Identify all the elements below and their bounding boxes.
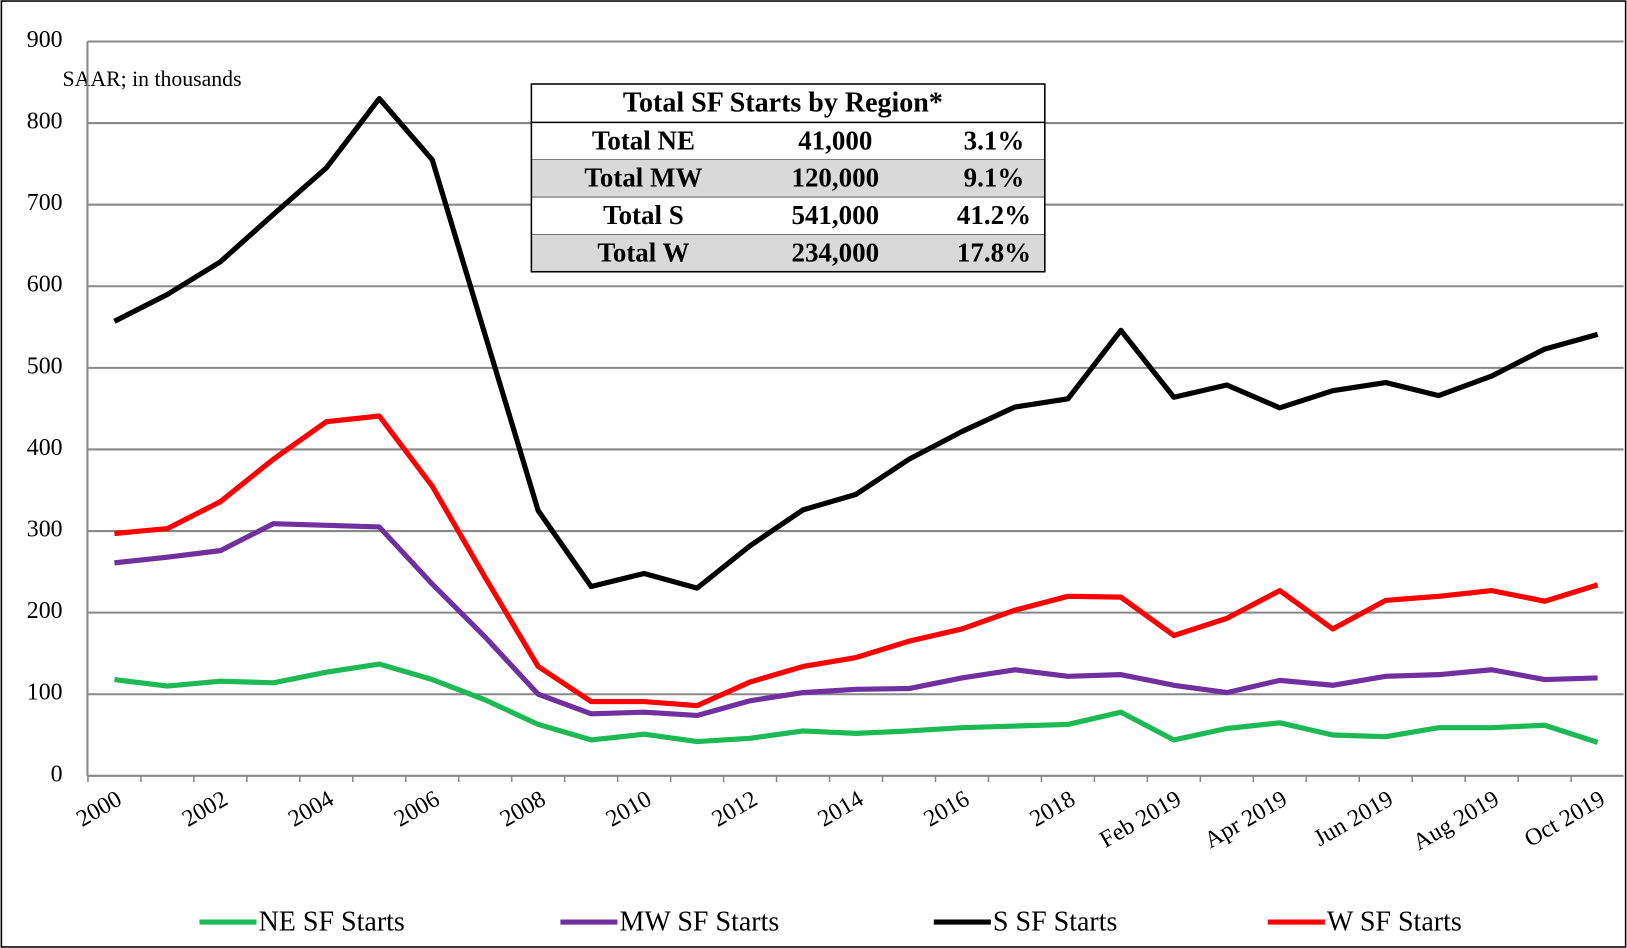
y-tick-label: 600 [27, 272, 63, 298]
table-cell: Total S [603, 200, 684, 230]
table-cell: 120,000 [791, 163, 879, 193]
legend-label: NE SF Starts [259, 907, 405, 938]
legend-label: S SF Starts [993, 907, 1118, 938]
table-row-shade [531, 159, 1045, 198]
table-cell: 3.1% [964, 125, 1025, 155]
table-cell: 9.1% [964, 163, 1025, 193]
table-cell: Total NE [592, 125, 695, 155]
annotation: SAAR; in thousands [63, 67, 242, 91]
table-cell: 41,000 [798, 125, 872, 155]
table-cell: 541,000 [791, 200, 879, 230]
y-tick-label: 500 [27, 353, 63, 379]
y-tick-label: 800 [27, 109, 63, 135]
y-tick-label: 900 [27, 27, 63, 53]
table-cell: Total W [597, 237, 689, 267]
y-tick-label: 400 [27, 435, 63, 461]
table-title: Total SF Starts by Region* [623, 88, 943, 119]
legend-label: W SF Starts [1327, 907, 1462, 938]
table-cell: Total MW [584, 163, 702, 193]
y-tick-label: 700 [27, 190, 63, 216]
table-cell: 17.8% [957, 237, 1031, 267]
series-line [114, 413, 1599, 709]
series-line [113, 96, 1599, 591]
table-cell: 41.2% [957, 200, 1031, 230]
series-line [114, 661, 1599, 745]
y-tick-label: 200 [27, 598, 63, 624]
y-tick-label: 300 [27, 517, 63, 543]
y-tick-label: 0 [51, 761, 63, 787]
table-row-shade [531, 234, 1045, 272]
table-cell: 234,000 [791, 237, 879, 267]
legend-label: MW SF Starts [620, 907, 780, 938]
y-tick-label: 100 [27, 680, 63, 706]
series-line [114, 521, 1598, 719]
table-border [530, 83, 1046, 273]
